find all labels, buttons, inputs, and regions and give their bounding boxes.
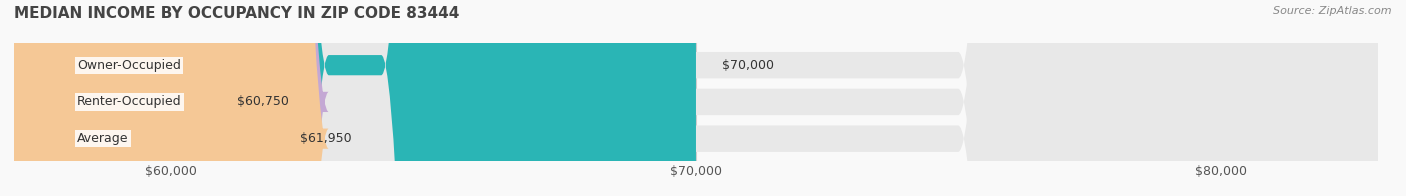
Text: Renter-Occupied: Renter-Occupied [77,95,181,108]
FancyBboxPatch shape [14,0,696,196]
FancyBboxPatch shape [14,0,1378,196]
FancyBboxPatch shape [0,0,329,196]
Text: Average: Average [77,132,128,145]
FancyBboxPatch shape [14,0,1378,196]
FancyBboxPatch shape [0,0,329,196]
Text: $61,950: $61,950 [299,132,352,145]
Text: Source: ZipAtlas.com: Source: ZipAtlas.com [1274,6,1392,16]
Text: Owner-Occupied: Owner-Occupied [77,59,181,72]
Text: $60,750: $60,750 [238,95,288,108]
FancyBboxPatch shape [14,0,1378,196]
Text: $70,000: $70,000 [723,59,775,72]
Text: MEDIAN INCOME BY OCCUPANCY IN ZIP CODE 83444: MEDIAN INCOME BY OCCUPANCY IN ZIP CODE 8… [14,6,460,21]
